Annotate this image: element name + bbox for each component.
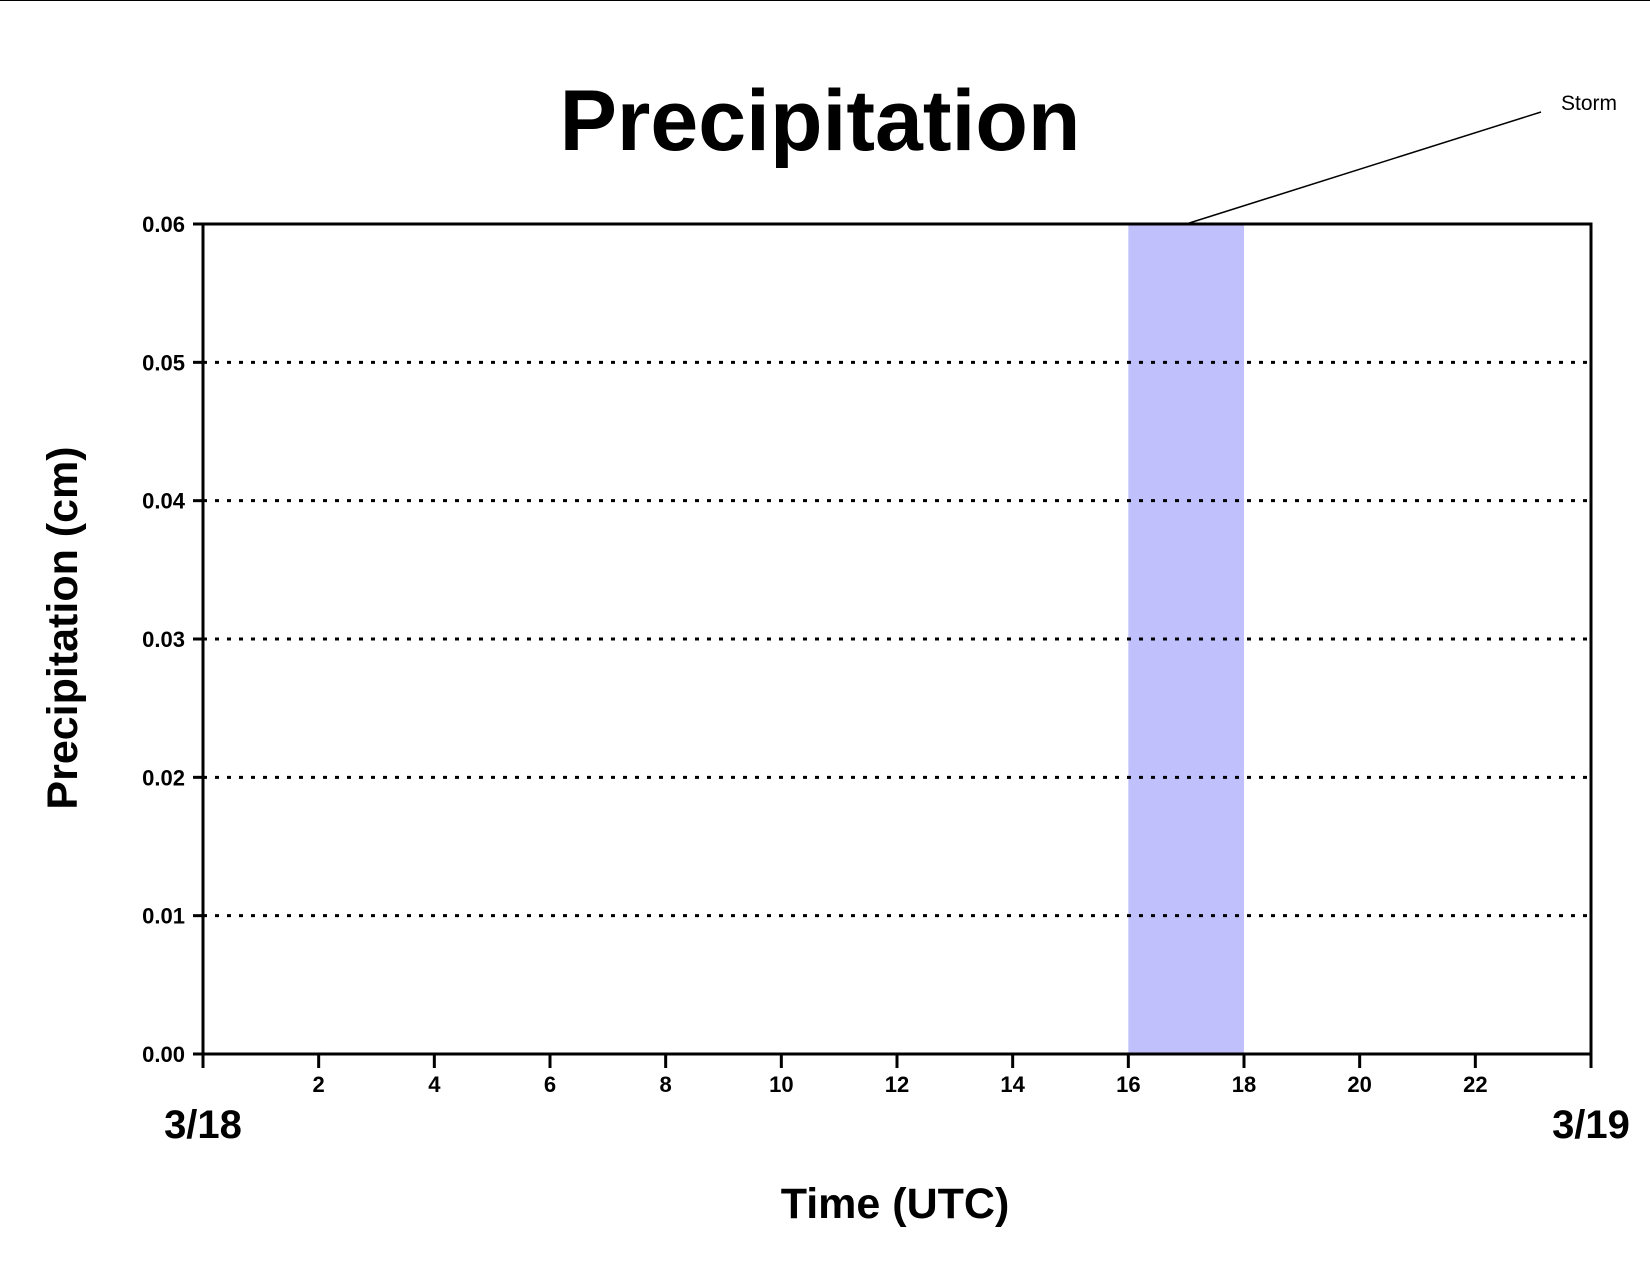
date-label: 3/19 [1552,1103,1630,1147]
x-tick-label: 12 [885,1072,909,1097]
page-top-border [0,0,1650,1]
annotations: Storm [1185,92,1617,225]
x-tick-label: 8 [660,1072,672,1097]
x-axis-ticks: 2 4 6 8 10 12 14 16 18 20 22 [201,1054,1593,1097]
y-tick-label: 0.02 [142,765,185,790]
y-tick-label: 0.01 [142,904,185,929]
storm-leader-line [1185,111,1542,225]
y-tick-label: 0.00 [142,1042,185,1067]
y-tick-label: 0.06 [142,212,185,237]
y-axis-label: Precipitation (cm) [39,446,87,809]
x-tick-label: 6 [544,1072,556,1097]
x-tick-label: 14 [1000,1072,1025,1097]
y-tick-label: 0.03 [142,627,185,652]
y-tick-label: 0.04 [142,489,186,514]
x-tick-label: 18 [1232,1072,1256,1097]
gridlines [203,360,1591,918]
x-tick-label: 16 [1116,1072,1140,1097]
x-tick-label: 10 [769,1072,793,1097]
x-axis-label: Time (UTC) [781,1180,1010,1228]
storm-annotation: Storm [1561,92,1617,115]
x-tick-label: 22 [1463,1072,1487,1097]
y-tick-label: 0.05 [142,350,185,375]
date-label: 3/18 [164,1103,242,1147]
date-labels: 3/18 3/19 [164,1103,1630,1147]
x-tick-label: 20 [1347,1072,1371,1097]
y-axis-ticks: 0.00 0.01 0.02 0.03 0.04 0.05 0.06 [142,212,203,1067]
chart-title: Precipitation [560,73,1081,169]
x-tick-label: 2 [313,1072,325,1097]
x-tick-label: 4 [428,1072,441,1097]
